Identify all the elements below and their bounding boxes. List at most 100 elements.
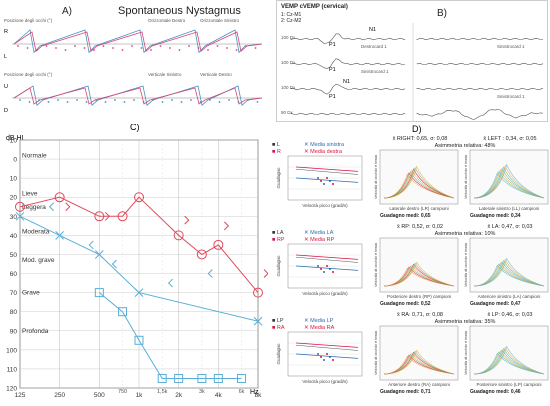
- audiogram-marks: [15, 192, 269, 383]
- vemp-row-label-1: 100 Dx: [281, 35, 296, 40]
- top-sample-dot: [188, 45, 190, 47]
- vemp-tag-4: Sinistrocard 1: [497, 94, 525, 99]
- right-bone-mark: [223, 221, 230, 231]
- audiogram-ytick: 30: [10, 214, 18, 221]
- audiogram-xtick-minor: 750: [118, 389, 127, 395]
- audiogram-unit: Hz: [250, 389, 259, 396]
- bottom-sample-dot: [190, 99, 192, 101]
- vhit-scatter-xlabel: Velocità picco (gradi/s): [302, 291, 348, 296]
- right-ear-point: [196, 249, 207, 260]
- vhit-row: ■ L■ R ✕ Media sinistra✕ Media destra Velo…: [272, 136, 549, 219]
- vhit-asymmetry: Asimmetria relativa: 10%: [435, 231, 496, 237]
- left-bone-point: [174, 373, 184, 383]
- audiogram-xtick: 2k: [175, 392, 183, 399]
- bottom-trace-blue: [13, 85, 263, 106]
- top-sample-dot: [55, 47, 57, 49]
- top-sample-dot: [36, 49, 38, 51]
- vemp-row-label-3: 100 Dx: [281, 85, 296, 90]
- audiogram-xtick-minor: 1,5k: [157, 389, 168, 395]
- bottom-sample-dot: [19, 99, 21, 101]
- vemp-waveform: [416, 37, 543, 41]
- top-sample-dot: [74, 45, 76, 47]
- vemp-waveform: [290, 112, 406, 116]
- vhit-stat-right: x̄ LA: 0,47, σ: 0,03: [488, 224, 533, 230]
- vhit-velocity-trace: [473, 172, 545, 199]
- panel-d-vhit: D) ■ L ■ R ✕ Media sinistra ✕ Media destra V…: [270, 124, 550, 401]
- vhit-velocity-trace: [473, 163, 545, 199]
- right-ear-point: [253, 287, 263, 298]
- left-ear-point: [94, 250, 104, 259]
- audiogram-ytick: 110: [7, 366, 18, 373]
- audiogram-ytick: 80: [10, 309, 18, 316]
- audiogram-ytick: -10: [8, 138, 18, 145]
- vhit-legend-item: ■ LA: [272, 230, 284, 236]
- bottom-sample-dot: [247, 99, 249, 101]
- top-sample-dot: [197, 47, 200, 49]
- top-sample-dot: [17, 45, 19, 47]
- bottom-sample-dot: [209, 99, 211, 101]
- right-ear-point: [15, 201, 25, 212]
- left-ear-point: [253, 316, 263, 326]
- vhit-legend-item: ✕ Media sinistra: [304, 142, 345, 148]
- bottom-sample-dot: [199, 101, 202, 103]
- vhit-scatter-point: [323, 271, 325, 273]
- vemp-tag-2: Sinistrocard 1: [361, 69, 389, 74]
- vhit-velocity-trace: [473, 164, 545, 199]
- vemp-tag-1: Destrocard 1: [361, 44, 387, 49]
- audiogram-xtick-minor: 6k: [239, 389, 245, 395]
- vhit-regression-mid: [295, 256, 359, 263]
- vhit-trace-ylabel: Velocità di occhio e testa: [373, 330, 378, 375]
- bottom-sample-dot: [104, 101, 107, 103]
- right-bone-mark: [184, 215, 190, 225]
- audiogram-ytick: 40: [10, 233, 18, 240]
- vhit-trace-xlabel: Anteriore destro (RA) campioni: [388, 382, 450, 387]
- vhit-legend-item: ■ LP: [272, 318, 284, 324]
- panel-a-title: Spontaneous Nystagmus: [118, 5, 241, 17]
- vhit-trace-xlabel: Posteriore sinistro (LP) campioni: [476, 382, 541, 387]
- vhit-stat-right: x̄ LP: 0,46, σ: 0,03: [488, 312, 533, 318]
- left-bone-point: [213, 373, 223, 383]
- vemp-heading: VEMP cVEMP (cervical): [281, 4, 348, 10]
- panel-a-nystagmus: A) Spontaneous Nystagmus Posizione degli…: [0, 0, 268, 122]
- vhit-trace-xlabel: Laterale sinistro (LL) campioni: [479, 206, 539, 211]
- vhit-scatter-point: [323, 183, 325, 185]
- vhit-trace-ylabel: Velocità di occhio e testa: [463, 242, 468, 287]
- vhit-gain-mean: Guadagno medi: 0,52: [380, 301, 431, 307]
- top-sample-dot: [169, 47, 171, 49]
- vhit-legend-item: ✕ Media destra: [304, 149, 343, 155]
- nystagmus-plot: Posizione degli occhi (°) Orizzontale De…: [4, 18, 263, 114]
- vhit-scatter-point: [329, 356, 331, 358]
- top-sample-dot: [45, 45, 48, 47]
- bottom-legend-left: Posizione degli occhi (°): [4, 72, 53, 77]
- vemp-waveform: [290, 33, 406, 44]
- vhit-velocity-trace: [473, 345, 545, 375]
- bottom-sample-dot: [142, 101, 145, 103]
- left-bone-mark: [88, 240, 94, 250]
- vhit-scatter-point: [317, 177, 319, 179]
- vhit-trace-ylabel: Velocità di occhio e testa: [373, 154, 378, 199]
- vemp-plot: 100 Dx 100 Dx 100 Dx 90 Dx P1 N1 P1 N1 P…: [281, 23, 544, 121]
- bottom-sample-dot: [28, 101, 31, 103]
- vhit-regression-left: [295, 177, 359, 183]
- right-bone-mark: [65, 202, 71, 212]
- bottom-legend-c1: Verticale Sinistro: [148, 72, 182, 77]
- top-sample-dot: [93, 49, 95, 51]
- right-ear-point: [117, 211, 128, 222]
- right-bone-mark: [104, 211, 111, 221]
- vhit-scatter-xlabel: Velocità picco (gradi/s): [302, 203, 348, 208]
- audiogram-category-label: Normale: [22, 152, 47, 159]
- vhit-legend-item: ■ RP: [272, 237, 285, 243]
- audiogram-category-label: Grave: [22, 290, 40, 297]
- top-mark-l: L: [4, 54, 7, 60]
- vhit-velocity-trace: [383, 170, 455, 199]
- vhit-velocity-trace: [383, 173, 455, 199]
- vemp-peak-p1-b: P1: [329, 67, 336, 73]
- vemp-waveform: [290, 58, 405, 69]
- top-sample-dot: [178, 49, 181, 51]
- vhit-scatter-point: [332, 183, 334, 185]
- vhit-trace-xlabel: Laterale destro (LR) campioni: [389, 206, 448, 211]
- bottom-sample-dot: [114, 99, 116, 101]
- top-legend-c1: Orizzontale Destro: [148, 18, 186, 23]
- panel-b-letter: B): [437, 8, 447, 19]
- top-sample-dot: [245, 45, 247, 47]
